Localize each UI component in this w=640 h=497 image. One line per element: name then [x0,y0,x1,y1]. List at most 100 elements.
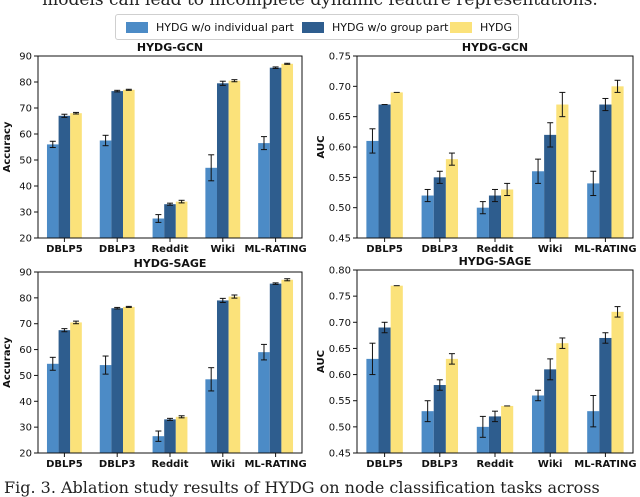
y-tick-label: 0.55 [329,396,351,407]
y-tick-label: 40 [19,397,32,408]
bar [488,195,502,238]
legend-swatch-individual [126,21,148,33]
bar [421,411,434,453]
bar [123,89,135,238]
bar [488,416,502,453]
bar [531,395,545,453]
bar [164,419,176,453]
plot-frame [356,55,634,239]
x-tick-label: ML-RATING [244,459,306,470]
y-tick-label: 40 [19,182,32,193]
x-tick-label: Wiki [538,244,563,255]
bar [281,279,294,453]
bar [390,285,403,453]
bar [599,104,612,239]
y-tick-label: 0.65 [329,344,351,355]
bar [269,67,282,238]
y-tick-label: 70 [19,104,32,115]
bar [152,436,165,453]
x-tick-label: ML-RATING [574,459,636,470]
bar [258,352,270,453]
y-tick-label: 0.60 [329,143,351,154]
bar [445,159,459,238]
bar [611,311,624,453]
legend-swatch-hydg [450,21,472,33]
bar [175,416,188,453]
bar [611,86,624,238]
bar [58,115,71,238]
y-tick-label: 20 [19,234,32,245]
chart-title: HYDG-GCN [462,41,528,54]
y-axis-label: Accuracy [2,121,13,172]
bar [501,189,514,238]
bar [421,195,434,238]
x-tick-label: DBLP5 [46,244,83,255]
bar [599,337,612,453]
bar [228,80,241,238]
y-tick-label: 0.50 [329,422,351,433]
legend-label-individual: HYDG w/o individual part [156,20,294,34]
legend: HYDG w/o individual part HYDG w/o group … [115,14,519,40]
bar [445,358,459,453]
y-tick-label: 30 [19,423,32,434]
bar [152,218,165,238]
y-axis-label: Accuracy [2,337,13,388]
chart-title: HYDG-GCN [137,41,203,54]
bar [216,300,229,453]
bar [587,183,600,238]
legend-swatch-group [302,21,324,33]
bar [216,83,229,238]
plot-frame [37,271,303,454]
y-axis-label: AUC [316,350,327,373]
y-tick-label: 0.60 [329,370,351,381]
y-tick-label: 50 [19,156,32,167]
x-tick-label: Wiki [538,459,563,470]
bar [228,296,241,453]
y-tick-label: 20 [19,449,32,460]
bar [175,201,188,238]
legend-item-individual: HYDG w/o individual part [126,20,294,34]
y-tick-label: 80 [19,78,32,89]
y-tick-label: 0.55 [329,173,351,184]
x-tick-label: DBLP5 [366,459,403,470]
bar [70,113,82,238]
chart-title: HYDG-SAGE [134,257,207,270]
x-tick-label: DBLP3 [422,459,459,470]
y-tick-label: 80 [19,293,32,304]
y-tick-label: 0.65 [329,112,351,123]
y-tick-label: 0.75 [329,292,351,303]
legend-label-hydg: HYDG [480,20,512,34]
bar [476,426,489,453]
bar [46,363,59,453]
x-tick-label: Wiki [211,459,236,470]
bar [378,327,391,453]
y-tick-label: 30 [19,208,32,219]
top-text: models can lead to incomplete dynamic fe… [42,0,598,10]
bar [556,343,569,453]
figure-caption: Fig. 3. Ablation study results of HYDG o… [4,478,600,497]
bar [366,358,379,453]
bar [99,365,112,453]
y-tick-label: 0.50 [329,203,351,214]
x-tick-label: ML-RATING [244,244,306,255]
x-tick-label: Reddit [476,459,513,470]
bar [476,207,489,238]
y-tick-label: 0.80 [329,266,351,277]
plot-frame [356,269,634,454]
x-tick-label: DBLP5 [46,459,83,470]
x-tick-label: DBLP3 [99,459,136,470]
legend-item-hydg: HYDG [450,20,512,34]
y-axis-label: AUC [316,136,327,159]
bar [258,143,270,238]
x-tick-label: DBLP3 [99,244,136,255]
y-tick-label: 0.45 [329,234,351,245]
bar [269,283,282,453]
bar [111,308,124,453]
x-tick-label: Reddit [151,244,188,255]
plot-frame [37,55,303,239]
x-tick-label: DBLP3 [422,244,459,255]
bar [501,405,514,453]
bar [46,144,59,238]
y-tick-label: 90 [19,52,32,63]
y-tick-label: 60 [19,345,32,356]
